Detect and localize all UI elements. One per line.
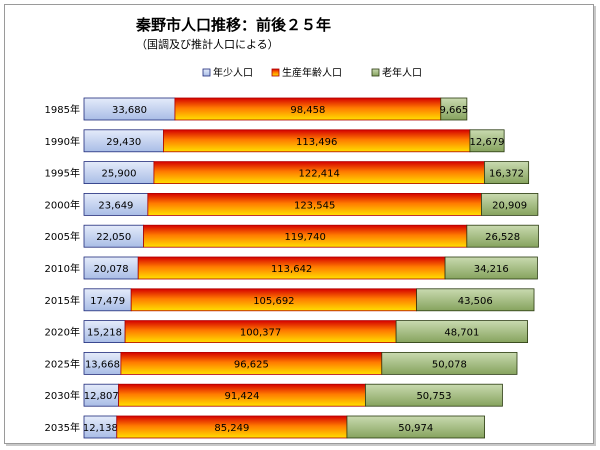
- bars-group: 1985年 33,680 98,458 9,665 1990年 29,430 113,496…: [45, 97, 539, 439]
- youth-value-label: 17,479: [90, 296, 125, 307]
- chart-title: 秦野市人口推移：前後２５年: [136, 16, 332, 34]
- elderly-value-label: 43,506: [458, 296, 493, 307]
- elderly-bar: [469, 129, 505, 153]
- youth-value-label: 29,430: [106, 137, 141, 148]
- legend-label: 年少人口: [213, 66, 253, 79]
- elderly-bar: [481, 192, 539, 216]
- category-label: 2010年: [45, 262, 80, 275]
- elderly-value-label: 12,679: [470, 137, 505, 148]
- youth-value-label: 15,218: [87, 328, 122, 339]
- youth-value-label: 22,050: [96, 232, 131, 243]
- youth-value-label: 12,138: [83, 423, 118, 434]
- elderly-value-label: 20,909: [492, 200, 527, 211]
- working-age-value-label: 96,625: [234, 359, 269, 370]
- category-label: 2005年: [45, 230, 80, 243]
- category-label: 2030年: [45, 389, 80, 402]
- legend-swatch: [202, 68, 211, 77]
- youth-value-label: 13,668: [85, 359, 120, 370]
- working-age-value-label: 122,414: [299, 169, 340, 180]
- elderly-bar: [416, 288, 535, 312]
- working-age-value-label: 105,692: [253, 296, 294, 307]
- youth-value-label: 20,078: [94, 264, 129, 275]
- elderly-value-label: 50,078: [432, 359, 467, 370]
- elderly-value-label: 26,528: [485, 232, 520, 243]
- elderly-bar: [381, 351, 518, 375]
- working-age-value-label: 98,458: [290, 105, 325, 116]
- working-age-value-label: 100,377: [240, 328, 281, 339]
- elderly-bar: [444, 256, 538, 280]
- working-age-value-label: 91,424: [225, 391, 260, 402]
- youth-value-label: 12,807: [84, 391, 119, 402]
- elderly-value-label: 50,974: [398, 423, 433, 434]
- working-age-value-label: 113,642: [271, 264, 312, 275]
- elderly-bar: [484, 161, 530, 185]
- category-label: 2035年: [45, 421, 80, 434]
- elderly-value-label: 50,753: [416, 391, 451, 402]
- elderly-bar: [440, 97, 468, 121]
- elderly-bar: [466, 224, 539, 248]
- category-label: 2000年: [45, 198, 80, 211]
- chart-subtitle: （国調及び推計人口による）: [136, 38, 279, 51]
- elderly-value-label: 48,701: [444, 328, 479, 339]
- youth-value-label: 23,649: [98, 200, 133, 211]
- category-label: 2020年: [45, 326, 80, 339]
- legend-label: 老年人口: [382, 66, 422, 79]
- working-age-value-label: 123,545: [294, 200, 335, 211]
- youth-value-label: 33,680: [112, 105, 147, 116]
- chart-legend: 年少人口 生産年齢人口 老年人口: [202, 66, 422, 79]
- category-label: 1990年: [45, 135, 80, 148]
- elderly-value-label: 16,372: [489, 169, 524, 180]
- category-label: 1985年: [45, 103, 80, 116]
- working-age-value-label: 113,496: [296, 137, 337, 148]
- working-age-value-label: 85,249: [214, 423, 249, 434]
- elderly-value-label: 34,216: [474, 264, 509, 275]
- category-label: 1995年: [45, 167, 80, 180]
- category-label: 2015年: [45, 294, 80, 307]
- category-label: 2025年: [45, 357, 80, 370]
- legend-swatch: [271, 68, 280, 77]
- elderly-bar: [346, 415, 485, 439]
- elderly-value-label: 9,665: [440, 105, 469, 116]
- youth-value-label: 25,900: [101, 169, 136, 180]
- elderly-bar: [365, 383, 503, 407]
- legend-label: 生産年齢人口: [282, 66, 342, 79]
- legend-swatch: [371, 68, 380, 77]
- working-age-value-label: 119,740: [285, 232, 326, 243]
- elderly-bar: [395, 320, 528, 344]
